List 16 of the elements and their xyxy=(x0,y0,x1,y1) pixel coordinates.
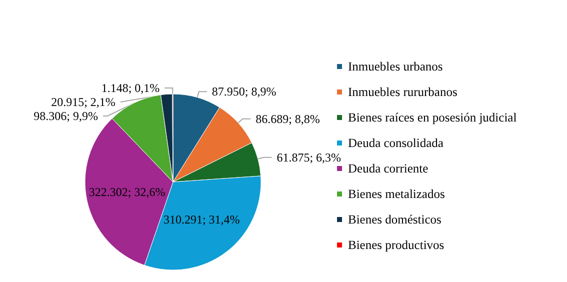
data-label: 322.302; 32,6% xyxy=(88,185,166,200)
data-label: 86.689; 8,8% xyxy=(256,112,320,126)
legend-label: Bienes raíces en posesión judicial xyxy=(348,110,518,124)
legend-label: Bienes domésticos xyxy=(348,212,442,226)
legend-label: Inmuebles urbanos xyxy=(348,60,443,74)
data-label: 1.148; 0,1% xyxy=(101,81,160,95)
legend-label: Bienes productivos xyxy=(348,238,444,252)
data-label: 20.915; 2,1% xyxy=(51,95,116,109)
data-label: 87.950; 8,9% xyxy=(212,84,276,99)
legend-label: Inmuebles rururbanos xyxy=(348,85,458,99)
data-label: 310.291; 31,4% xyxy=(163,212,240,226)
legend-label: Deuda corriente xyxy=(348,162,429,176)
data-label: 61.875; 6,3% xyxy=(276,150,342,164)
legend-label: Deuda consolidada xyxy=(348,136,444,150)
data-label: 98.306; 9,9% xyxy=(34,109,98,123)
legend-label: Bienes metalizados xyxy=(348,187,445,201)
